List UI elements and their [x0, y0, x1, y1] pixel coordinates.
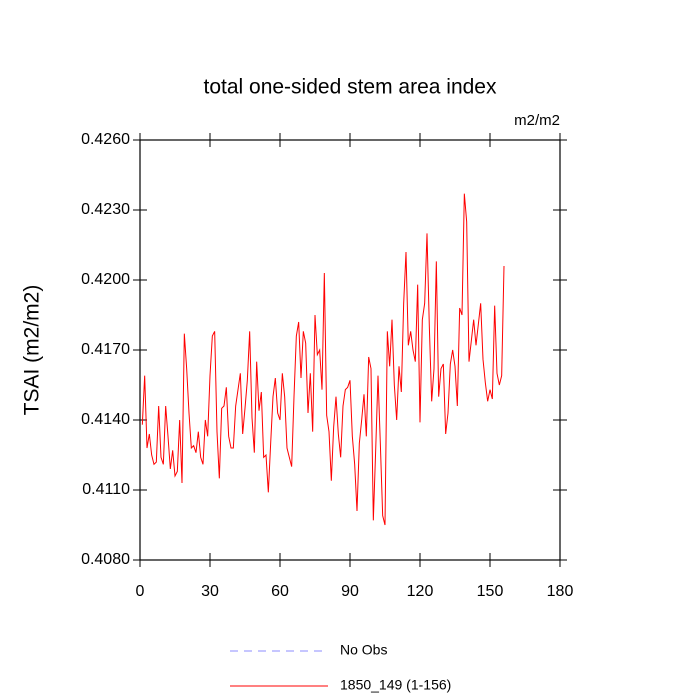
x-tick-label: 30 — [201, 583, 219, 600]
chart-title: total one-sided stem area index — [203, 76, 497, 99]
units-label: m2/m2 — [514, 112, 560, 129]
legend-label: 1850_149 (1-156) — [340, 677, 451, 693]
y-tick-label: 0.4260 — [81, 131, 130, 148]
data-line — [141, 193, 505, 526]
plot-frame — [139, 139, 561, 561]
x-tick-label: 0 — [136, 583, 145, 600]
x-tick-label: 150 — [477, 583, 504, 600]
y-tick-label: 0.4080 — [81, 551, 130, 568]
x-tick-label: 90 — [341, 583, 359, 600]
x-tick-label: 120 — [407, 583, 434, 600]
legend-label: No Obs — [340, 642, 387, 658]
y-tick-label: 0.4140 — [81, 411, 130, 428]
y-axis-label: TSAI (m2/m2) — [21, 285, 44, 416]
x-tick-label: 180 — [547, 583, 574, 600]
y-tick-label: 0.4200 — [81, 271, 130, 288]
y-tick-label: 0.4110 — [82, 481, 130, 498]
y-tick-label: 0.4230 — [81, 201, 130, 218]
y-tick-label: 0.4170 — [81, 341, 130, 358]
x-tick-label: 60 — [271, 583, 289, 600]
